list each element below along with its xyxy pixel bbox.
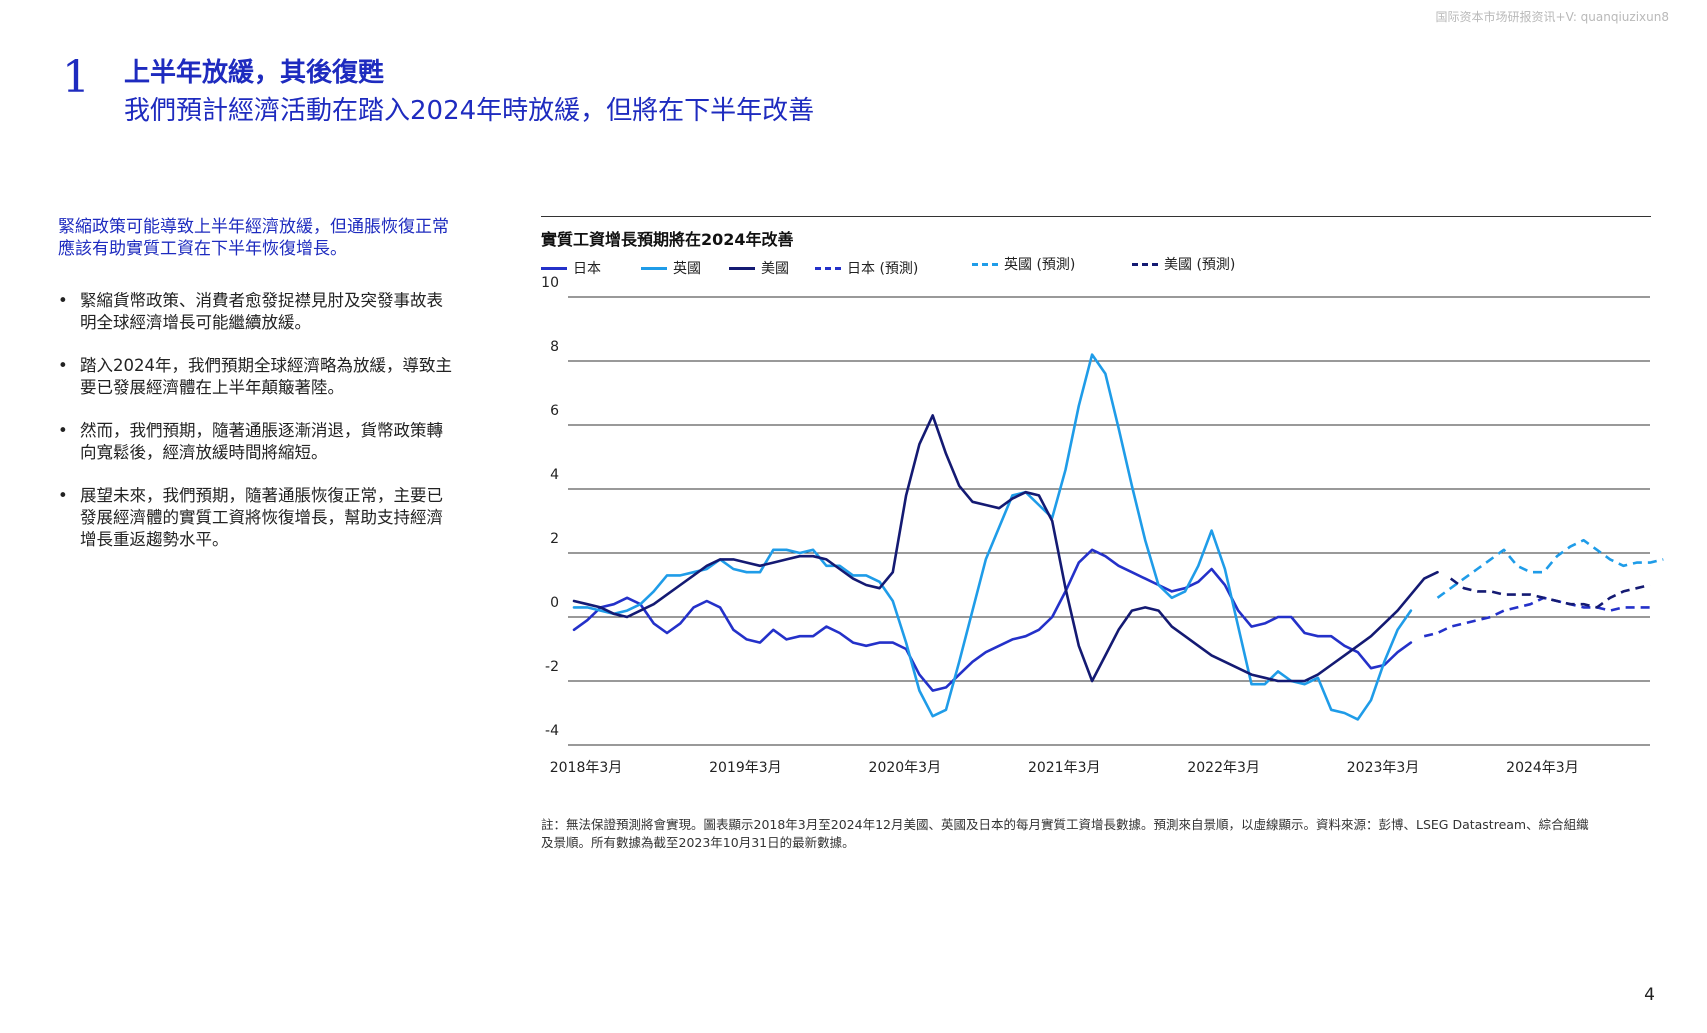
legend-label: 日本 (預測) [847,261,919,277]
x-tick-label: 2022年3月 [1187,760,1260,776]
series-line-japan-forecast [1423,596,1650,638]
series-line-uk [572,353,1413,721]
y-tick-label: 4 [550,467,559,483]
legend-swatch [641,266,667,270]
chart-legend: 日本 英國 美國 日本 (預測) 英國 (預測) 美國 (預測) [541,257,1651,282]
bullet-item: • 然而，我們預期，隨著通脹逐漸消退，貨幣政策轉向寬鬆後，經濟放緩時間將縮短。 [58,420,458,464]
y-tick-label: -2 [545,659,559,675]
footnote: 註：無法保證預測將會實現。圖表顯示2018年3月至2024年12月美國、英國及日… [541,816,1621,852]
y-tick-label: 0 [550,595,559,611]
bullet-text: 然而，我們預期，隨著通脹逐漸消退，貨幣政策轉向寬鬆後，經濟放緩時間將縮短。 [80,421,443,462]
watermark: 国际资本市场研报资讯+V: quanqiuzixun8 [1435,10,1669,24]
line-chart: 10 8 6 4 2 0 -2 -4 2018年3月 2019年3月 2020年3月 2021年3月 2… [541,275,1664,776]
x-tick-label: 2021年3月 [1028,760,1101,776]
bullet-item: • 展望未來，我們預期，隨著通脹恢復正常，主要已發展經濟體的實質工資將恢復增長，幫… [58,485,458,551]
bullet-list: • 緊縮貨幣政策、消費者愈發捉襟見肘及突發事故表明全球經濟增長可能繼續放緩。 • 踏… [58,290,458,572]
chart-title: 實質工資增長預期將在2024年改善 [541,230,794,249]
y-tick-label: 6 [550,403,559,419]
legend-item-japan-forecast: 日本 (預測) [815,258,918,278]
legend-label: 英國 (預測) [1004,257,1076,273]
legend-item-uk: 英國 [641,258,701,278]
legend-swatch [815,266,841,270]
legend-item-uk-forecast: 英國 (預測) [972,254,1075,274]
series-line-uk-forecast [1436,538,1664,599]
bullet-text: 踏入2024年，我們預期全球經濟略為放緩，導致主要已發展經濟體在上半年顛簸著陸。 [80,356,452,397]
x-tick-label: 2018年3月 [550,760,623,776]
bullet-item: • 緊縮貨幣政策、消費者愈發捉襟見肘及突發事故表明全球經濟增長可能繼續放緩。 [58,290,458,334]
chart-top-rule [541,216,1651,217]
legend-label: 美國 [761,261,789,277]
bullet-marker: • [58,421,68,440]
x-tick-label: 2024年3月 [1506,760,1579,776]
legend-label: 日本 [573,261,601,277]
bullet-text: 緊縮貨幣政策、消費者愈發捉襟見肘及突發事故表明全球經濟增長可能繼續放緩。 [80,291,443,332]
page-number: 4 [1644,985,1655,1005]
bullet-item: • 踏入2024年，我們預期全球經濟略為放緩，導致主要已發展經濟體在上半年顛簸著陸… [58,355,458,399]
y-tick-label: 8 [550,339,559,355]
intro-text: 緊縮政策可能導致上半年經濟放緩，但通脹恢復正常應該有助實質工資在下半年恢復增長。 [58,217,449,259]
series-line-us-forecast [1449,577,1651,609]
legend-item-us: 美國 [729,258,789,278]
bullet-marker: • [58,356,68,375]
bullet-marker: • [58,486,68,505]
series-line-japan [572,548,1413,692]
legend-swatch [541,266,567,270]
bullet-marker: • [58,291,68,310]
page-subtitle: 我們預計經濟活動在踏入2024年時放緩，但將在下半年改善 [124,96,815,126]
series-line-us [572,414,1439,683]
legend-item-us-forecast: 美國 (預測) [1132,254,1235,274]
y-tick-label: 10 [541,275,559,291]
x-tick-label: 2020年3月 [869,760,942,776]
y-tick-label: -4 [545,723,559,739]
legend-swatch [972,262,998,266]
legend-label: 美國 (預測) [1164,257,1236,273]
legend-label: 英國 [673,261,701,277]
legend-swatch [1132,262,1158,266]
footnote-line: 註：無法保證預測將會實現。圖表顯示2018年3月至2024年12月美國、英國及日… [541,817,1589,832]
x-tick-label: 2023年3月 [1347,760,1420,776]
section-number: 1 [62,52,90,103]
legend-swatch [729,266,755,270]
footnote-line: 及景順。所有數據為截至2023年10月31日的最新數據。 [541,835,855,850]
y-tick-label: 2 [550,531,559,547]
bullet-text: 展望未來，我們預期，隨著通脹恢復正常，主要已發展經濟體的實質工資將恢復增長，幫助… [80,486,443,549]
x-tick-label: 2019年3月 [709,760,782,776]
legend-item-japan: 日本 [541,258,601,278]
page-title: 上半年放緩，其後復甦 [124,58,385,88]
